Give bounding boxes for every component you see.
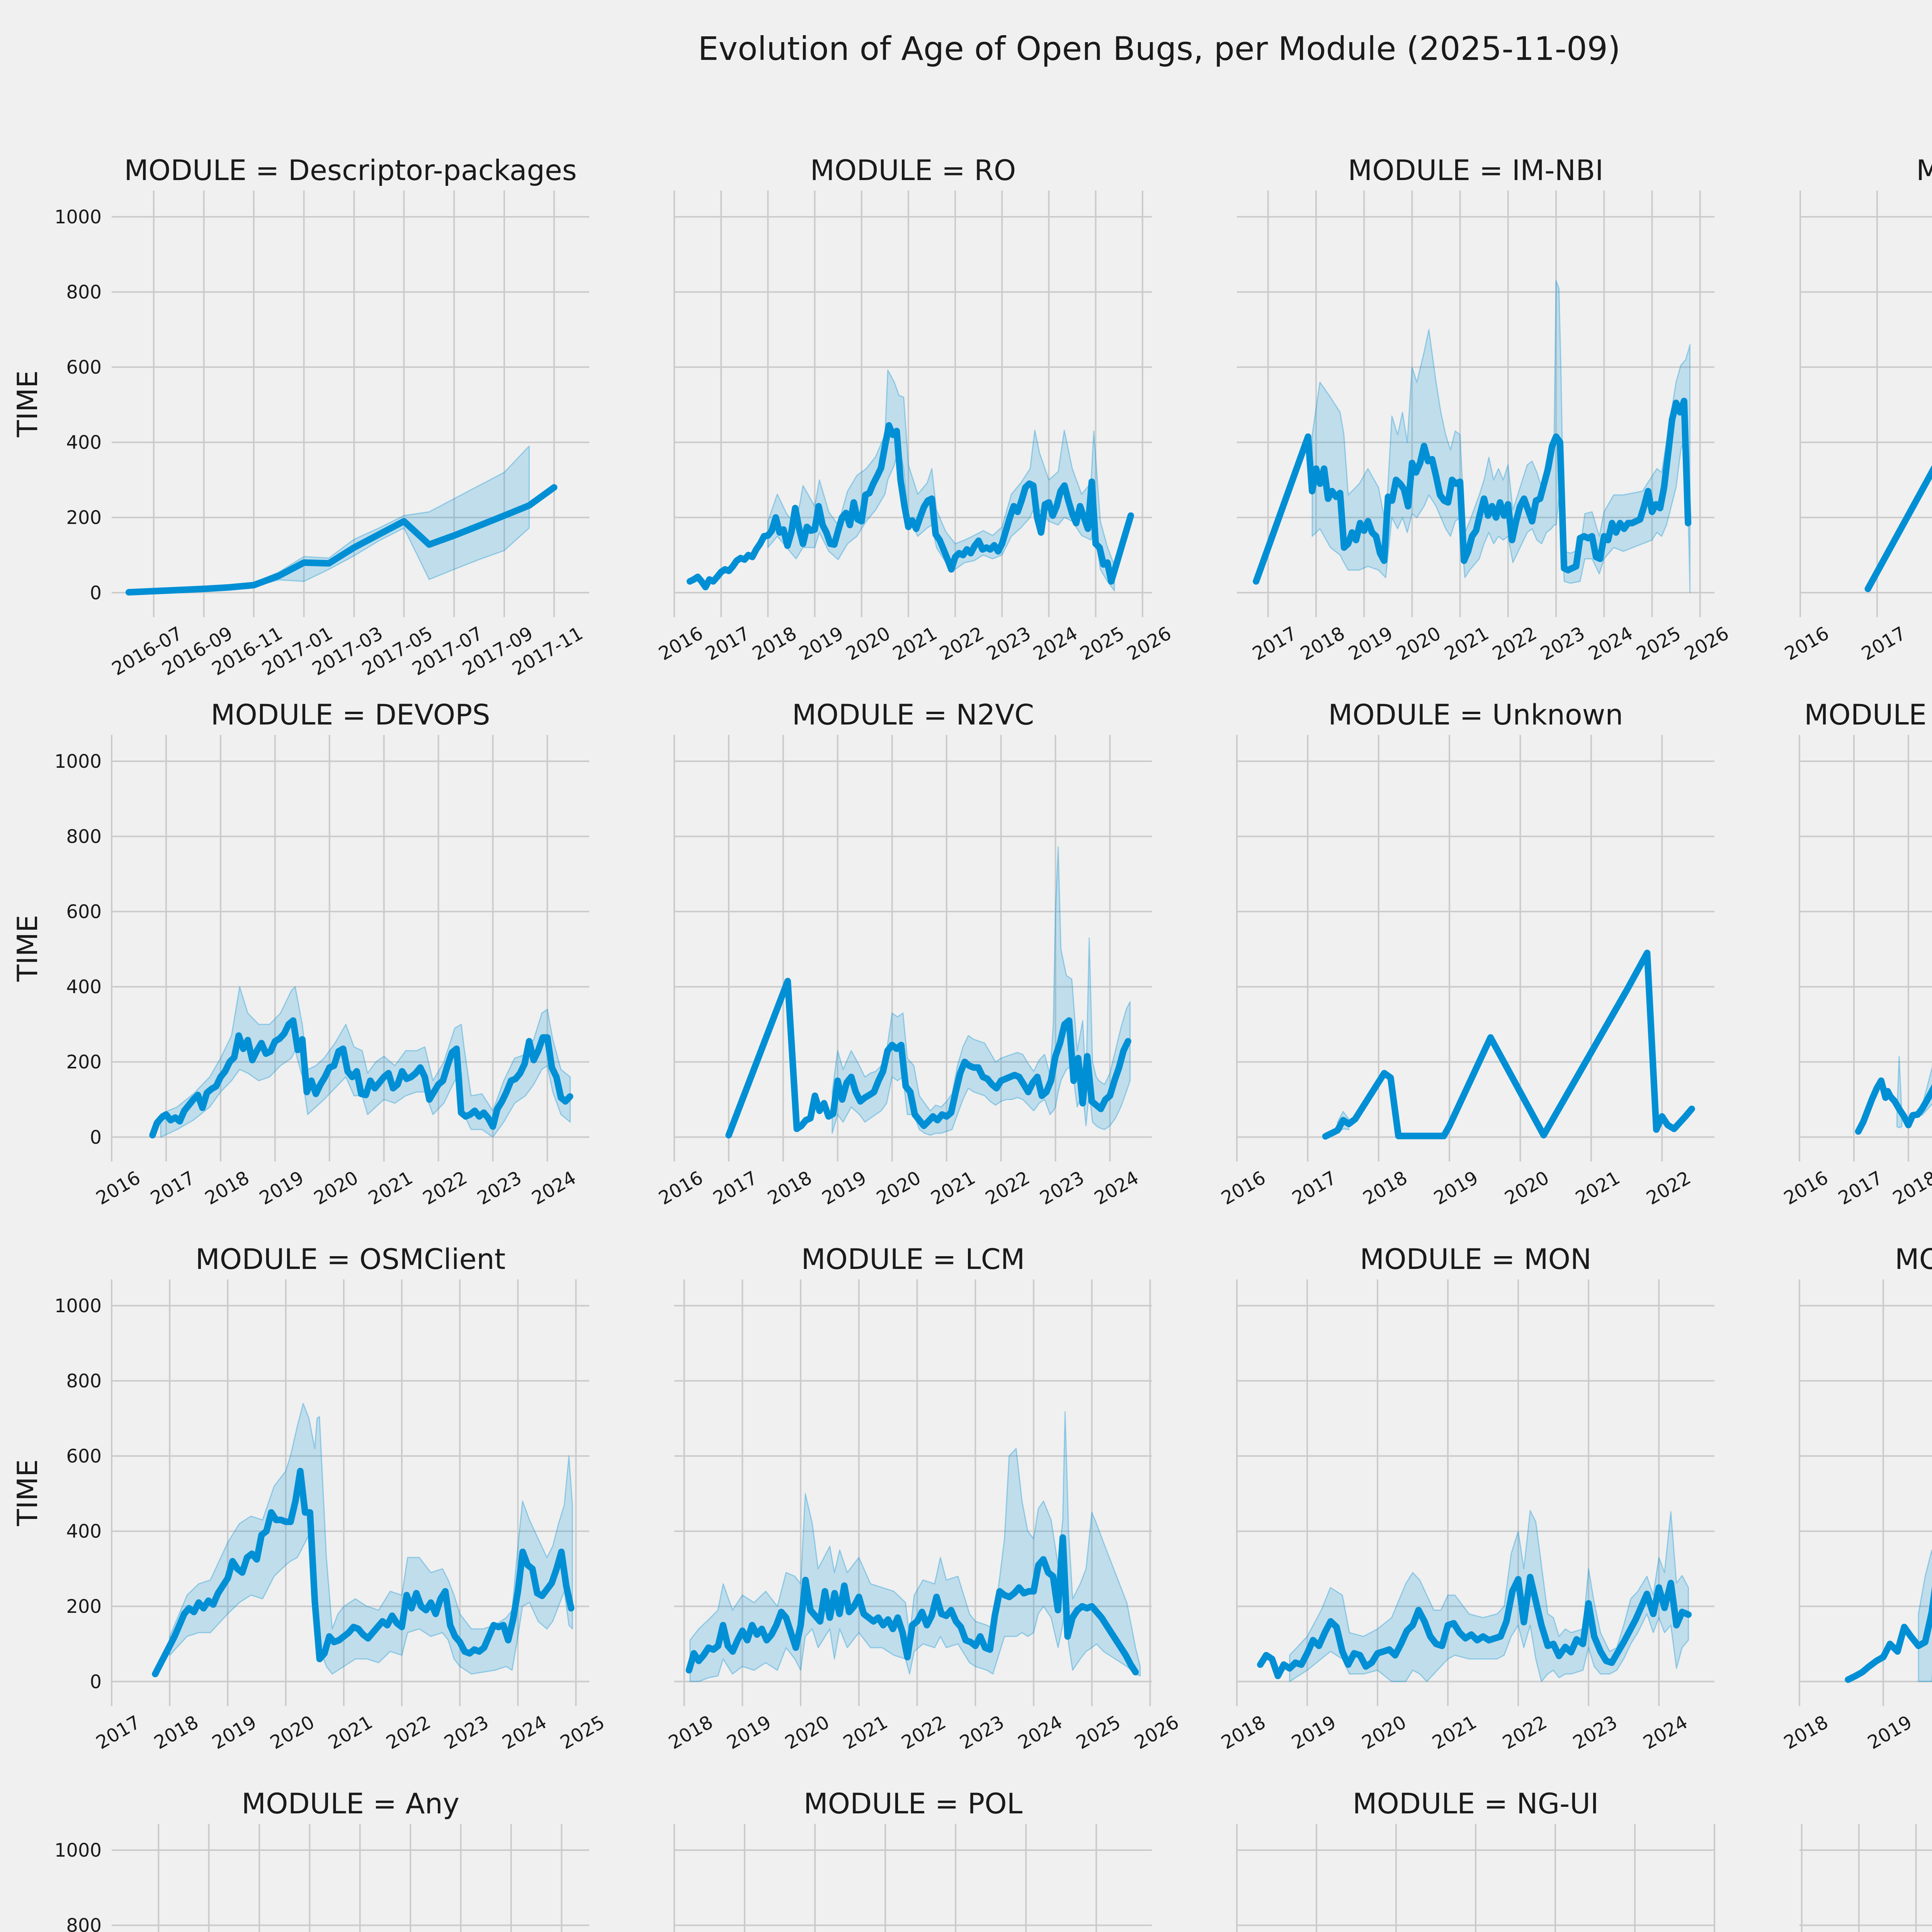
y-tick-label: 400	[66, 1521, 102, 1543]
confidence-band	[1289, 1510, 1689, 1682]
y-tick-label: 800	[66, 282, 102, 303]
y-tick-label: 1000	[54, 1840, 102, 1861]
y-tick-label: 800	[66, 1371, 102, 1392]
y-tick-label: 800	[66, 1915, 102, 1932]
data-line	[1257, 1573, 1692, 1679]
y-tick-label: 200	[66, 1051, 102, 1073]
y-tick-label: 200	[66, 507, 102, 529]
data-line	[1322, 949, 1695, 1140]
confidence-band	[1311, 280, 1691, 594]
panel-title: MODULE = OSMClient	[196, 1243, 506, 1276]
panel-title: MODULE = common	[1895, 1243, 1932, 1276]
confidence-band	[767, 369, 1115, 592]
y-tick-label: 800	[66, 826, 102, 848]
y-axis-label: TIME	[11, 915, 44, 982]
panel-title: MODULE = NG-UI	[1353, 1787, 1599, 1820]
y-tick-label: 1000	[54, 206, 102, 228]
grid	[1799, 1279, 1932, 1706]
y-tick-label: 0	[90, 1671, 102, 1693]
data-line	[725, 978, 1131, 1139]
y-tick-label: 0	[90, 582, 102, 604]
figure-title: Evolution of Age of Open Bugs, per Modul…	[698, 30, 1620, 68]
grid	[1799, 1824, 1932, 1932]
confidence-band	[1918, 1549, 1932, 1682]
panel-ng-ui: MODULE = NG-UI20202021202220232024202520…	[1236, 1787, 1715, 1932]
grid	[673, 190, 1152, 617]
y-tick-label: 400	[66, 976, 102, 998]
panel-title: MODULE = IM-NBI	[1348, 154, 1604, 187]
confidence-band	[253, 445, 530, 587]
panel-pla: MODULE = PLA2020-072020-102021-012021-04…	[1799, 1787, 1932, 1932]
y-tick-label: 0	[90, 1127, 102, 1148]
panel-pol: MODULE = POL2018201920202021202220232024…	[673, 1787, 1152, 1932]
y-tick-label: 1000	[54, 1295, 102, 1317]
panel-title: MODULE = Unknown	[1328, 699, 1623, 731]
confidence-band	[160, 986, 571, 1138]
y-axis-label: TIME	[11, 1459, 44, 1527]
panel-title: MODULE = LCM	[801, 1243, 1025, 1276]
panel-title: MODULE = Any	[242, 1787, 459, 1820]
panel-title: MODULE = PLA	[1930, 1787, 1932, 1820]
data-line	[152, 1468, 575, 1677]
panel-title: MODULE = POL	[804, 1787, 1023, 1820]
panel-title: MODULE = N2VC	[792, 699, 1034, 731]
data-line	[1253, 398, 1692, 585]
data-line	[1855, 1077, 1932, 1135]
grid	[673, 1824, 1152, 1932]
grid	[1237, 190, 1714, 617]
panel-title: MODULE = DEVOPS	[211, 699, 490, 731]
panel-title: MODULE = MON	[1360, 1243, 1592, 1276]
panel-title: MODULE = Other	[1916, 154, 1932, 187]
y-tick-label: 200	[66, 1596, 102, 1617]
grid	[111, 735, 589, 1162]
y-tick-label: 400	[66, 432, 102, 454]
data-line	[685, 1534, 1139, 1675]
panel-any: MODULE = Any2019-012019-052019-092020-01…	[54, 1787, 589, 1932]
grid	[674, 1279, 1152, 1706]
data-line	[686, 422, 1134, 590]
data-line	[149, 1017, 573, 1139]
y-tick-label: 1000	[54, 751, 102, 772]
grid	[1799, 735, 1932, 1162]
data-line	[1845, 1586, 1932, 1683]
y-tick-label: 600	[66, 901, 102, 923]
panel-title: MODULE = Documentation / Wiki	[1804, 699, 1932, 731]
grid	[112, 1824, 589, 1932]
panel-title: MODULE = Descriptor-packages	[124, 154, 577, 187]
grid	[1236, 1824, 1715, 1932]
y-tick-label: 600	[66, 1446, 102, 1467]
grid	[1799, 190, 1932, 617]
y-axis-label: TIME	[11, 371, 44, 438]
panel-title: MODULE = RO	[810, 154, 1016, 187]
data-line	[125, 484, 558, 596]
y-tick-label: 600	[66, 357, 102, 378]
